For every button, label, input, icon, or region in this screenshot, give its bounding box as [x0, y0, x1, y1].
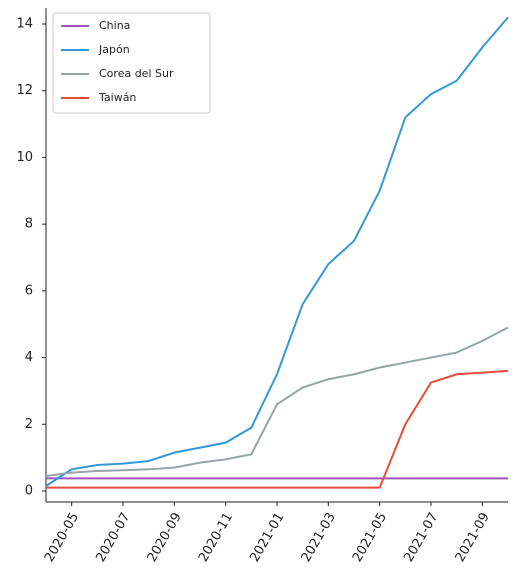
x-tick-label: 2020-11 — [196, 510, 236, 565]
x-tick-label: 2021-07 — [401, 510, 441, 565]
series-line — [45, 16, 509, 487]
y-tick-label: 4 — [25, 350, 33, 365]
legend: China Japón Corea del Sur Taiwán — [52, 12, 211, 114]
y-tick-label: 10 — [16, 150, 33, 165]
y-tick-label: 14 — [16, 17, 33, 32]
y-tick-label: 6 — [25, 283, 33, 298]
legend-label: Corea del Sur — [99, 67, 174, 80]
series-line — [45, 326, 509, 477]
legend-label: China — [99, 19, 130, 32]
x-tick-label: 2020-09 — [145, 510, 185, 565]
x-tick-label: 2020-07 — [93, 510, 133, 565]
legend-label: Japón — [98, 43, 130, 56]
x-tick-label: 2020-05 — [42, 510, 82, 565]
legend-label: Taiwán — [98, 91, 136, 104]
x-tick-label: 2021-09 — [453, 510, 493, 565]
series-line — [46, 369, 509, 489]
legend-box — [52, 12, 211, 114]
x-tick-label: 2021-01 — [247, 510, 287, 565]
y-tick-label: 2 — [25, 417, 33, 432]
y-tick-label: 0 — [25, 483, 33, 498]
y-tick-label: 12 — [16, 83, 33, 98]
x-tick-label: 2021-05 — [350, 510, 390, 565]
y-tick-label: 8 — [25, 217, 33, 232]
x-tick-label: 2021-03 — [299, 510, 339, 565]
